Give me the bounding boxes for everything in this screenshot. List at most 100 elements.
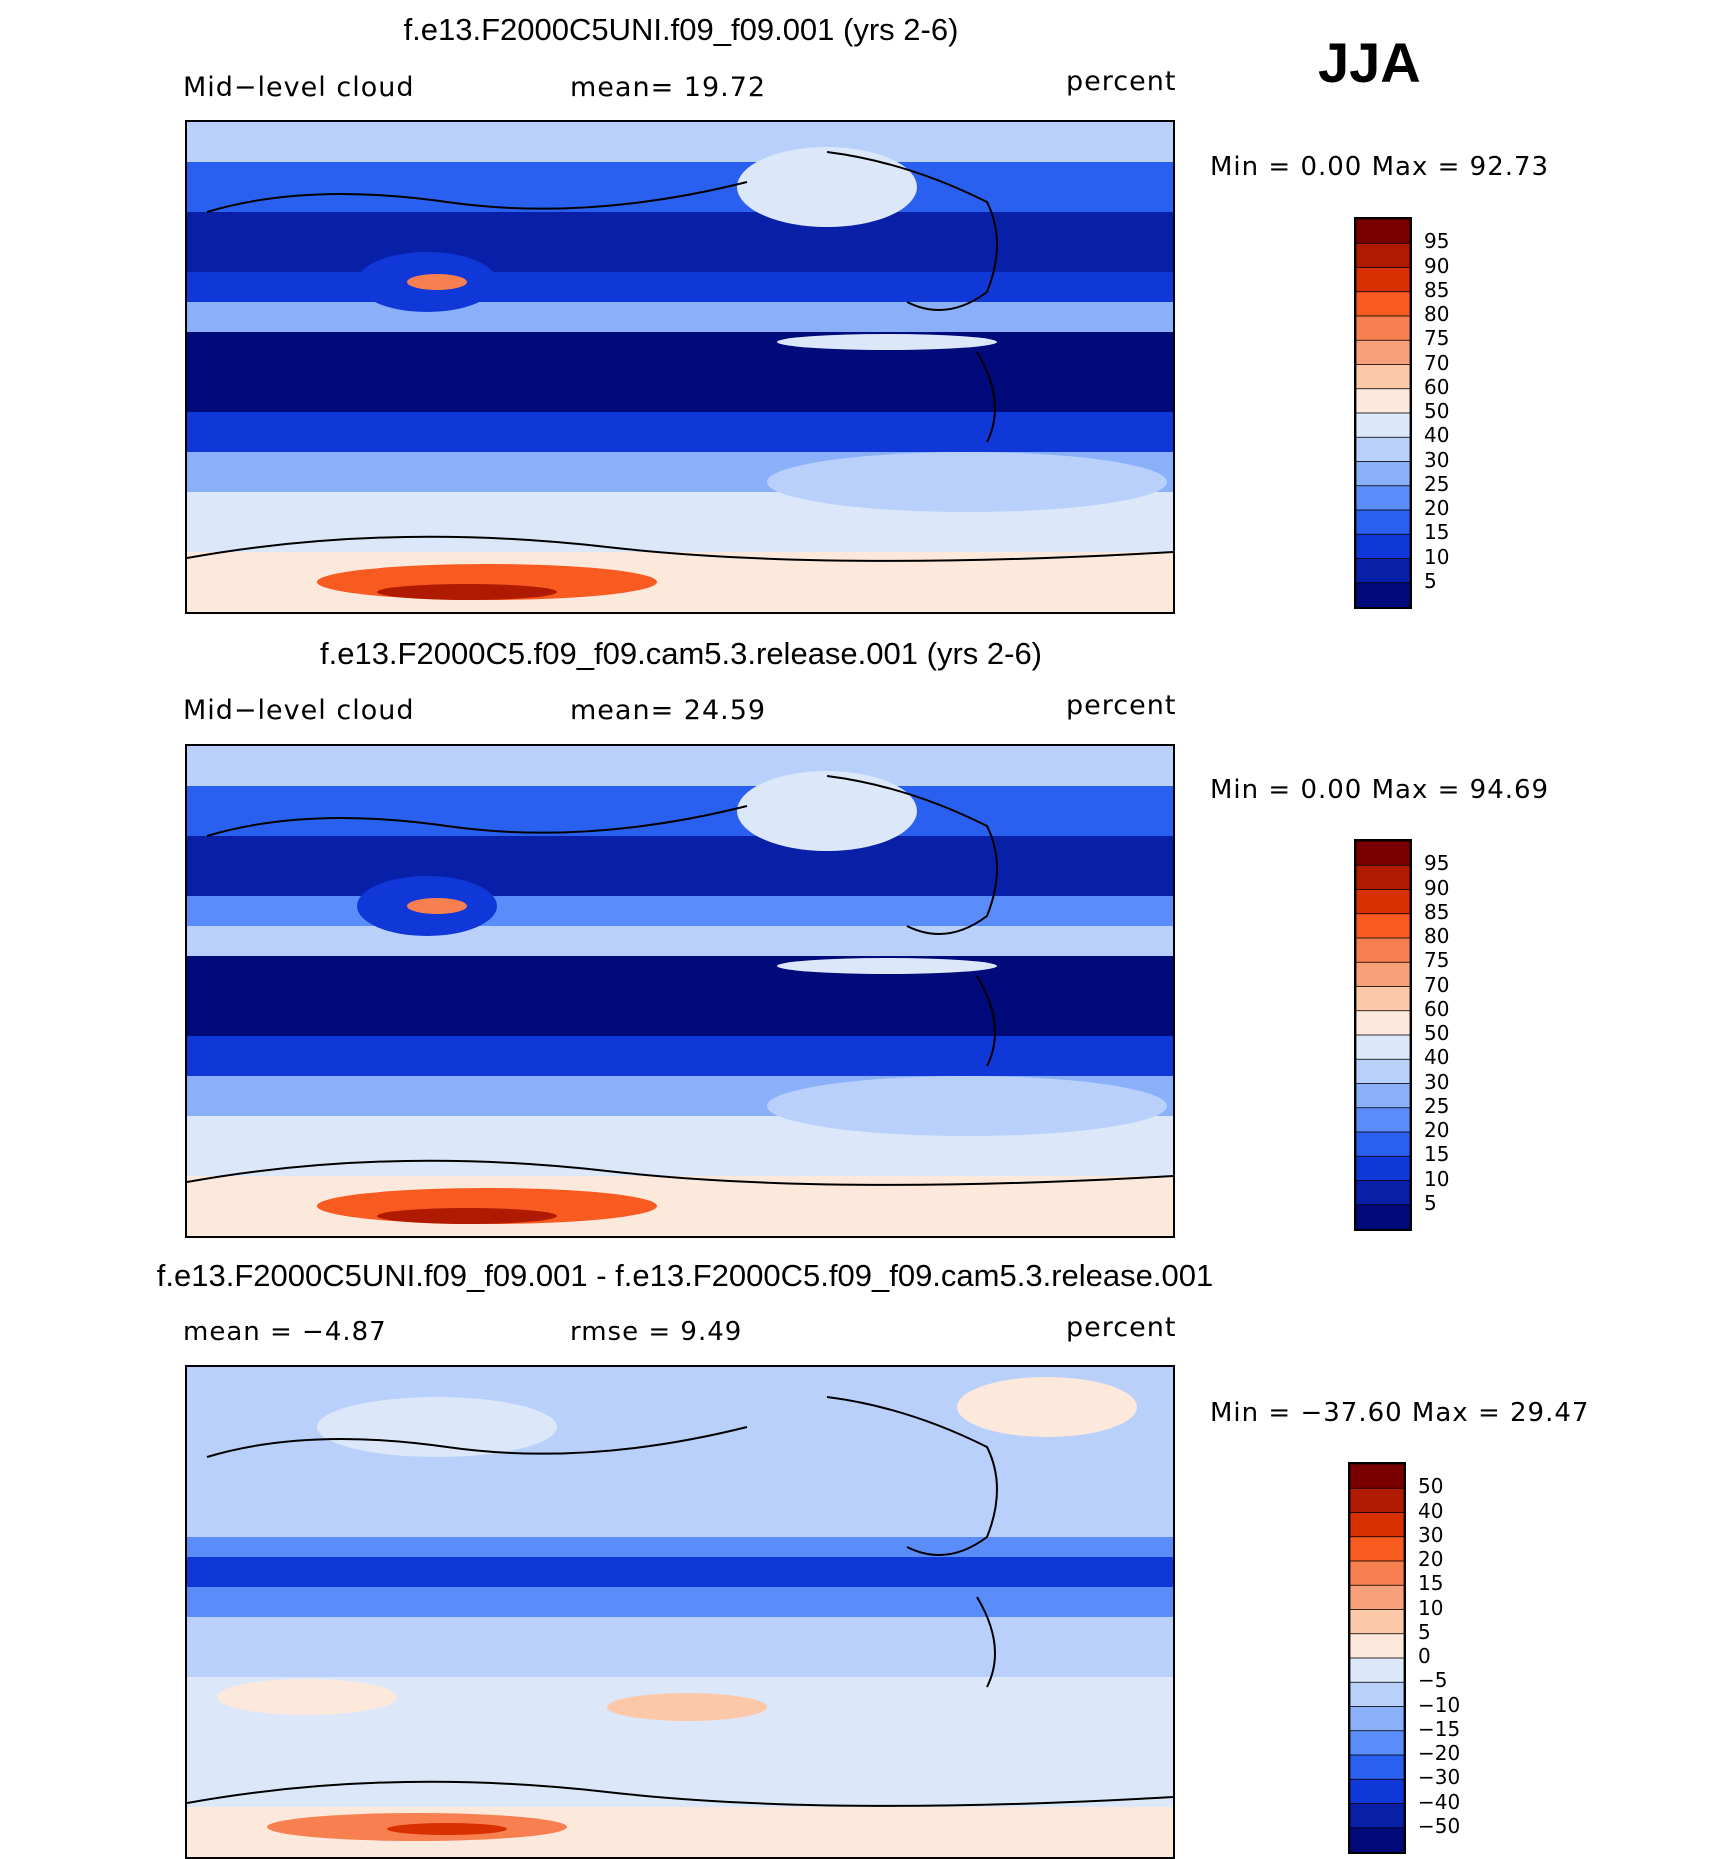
colorbar-swatch [1349,1633,1405,1659]
colorbar-tick-label: 60 [1424,374,1450,399]
colorbar-swatch [1355,864,1411,891]
colorbar-swatch [1355,242,1411,269]
colorbar-tick-label: 85 [1424,277,1450,302]
colorbar-swatch [1355,1180,1411,1206]
panel-1-map [185,120,1175,614]
colorbar-tick-label: 40 [1424,1045,1450,1070]
panel-1-units-label: percent [1066,66,1177,97]
colorbar-swatch [1349,1730,1405,1756]
colorbar-swatch [1355,1010,1411,1036]
colorbar-swatch [1355,218,1411,245]
colorbar-tick-label: −5 [1418,1668,1448,1693]
colorbar-tick-label: 70 [1424,350,1450,375]
panel-3-map [185,1365,1175,1859]
colorbar-swatch [1349,1827,1405,1853]
colorbar-swatch [1355,913,1411,939]
colorbar-tick-label: 75 [1424,948,1450,973]
colorbar-tick-label: 20 [1418,1547,1444,1571]
colorbar-tick-label: 15 [1424,520,1450,545]
colorbar-swatch [1355,436,1411,463]
panel-3-rmse-label: rmse = 9.49 [570,1317,743,1347]
colorbar-tick-label: 70 [1424,972,1450,997]
colorbar-swatch [1349,1681,1405,1708]
colorbar-swatch [1355,509,1411,536]
colorbar-swatch [1349,1803,1405,1829]
colorbar-tick-label: 80 [1424,924,1450,948]
colorbar-tick-label: 20 [1424,1118,1450,1142]
colorbar-swatch [1349,1584,1405,1611]
panel-2-min-max: Min = 0.00 Max = 94.69 [1210,775,1550,805]
colorbar-tick-label: 0 [1418,1644,1431,1668]
panel-2-title: f.e13.F2000C5.f09_f09.cam5.3.release.001… [319,636,1043,671]
colorbar-swatch [1355,986,1411,1012]
panel-1-variable-label: Mid−level cloud [183,72,415,103]
colorbar-swatch [1355,485,1411,511]
colorbar-tick-label: 30 [1424,447,1450,472]
colorbar-tick-label: 95 [1424,851,1450,876]
colorbar-swatch [1355,412,1411,439]
colorbar-swatch [1349,1657,1405,1684]
colorbar-swatch [1355,1083,1411,1109]
colorbar-tick-label: 95 [1424,229,1450,254]
colorbar-swatch [1355,461,1411,487]
panel-2-variable-label: Mid−level cloud [183,695,415,726]
colorbar-swatch [1349,1463,1405,1490]
colorbar-swatch [1355,840,1411,867]
colorbar-swatch [1355,267,1411,293]
colorbar-swatch [1355,889,1411,915]
colorbar-swatch [1355,582,1411,608]
colorbar-swatch [1355,388,1411,414]
colorbar-swatch [1349,1512,1405,1538]
colorbar-swatch [1349,1609,1405,1635]
panel-2-mean-label: mean= 24.59 [570,695,767,726]
colorbar-tick-label: 50 [1418,1474,1444,1499]
panel-1-title: f.e13.F2000C5UNI.f09_f09.001 (yrs 2-6) [403,12,959,47]
colorbar-swatch [1355,315,1411,342]
panel-3-min-max: Min = −37.60 Max = 29.47 [1210,1398,1590,1428]
colorbar-swatch [1355,1034,1411,1061]
colorbar-tick-label: 30 [1418,1522,1444,1547]
colorbar-tick-label: 50 [1424,399,1450,423]
panel-3-title: f.e13.F2000C5UNI.f09_f09.001 - f.e13.F20… [156,1258,1214,1293]
panel-2-units-label: percent [1066,690,1177,721]
colorbar-swatch [1355,558,1411,584]
colorbar-tick-label: 80 [1424,302,1450,326]
colorbar-swatch [1355,1131,1411,1158]
panel-2-map [185,744,1175,1238]
colorbar-swatch [1355,291,1411,317]
colorbar-tick-label: 10 [1424,1166,1450,1191]
season-label: JJA [1318,31,1421,94]
colorbar-swatch [1349,1754,1405,1781]
colorbar-tick-label: −40 [1418,1789,1461,1814]
colorbar-tick-label: 5 [1424,568,1437,593]
colorbar-tick-label: 40 [1418,1498,1444,1523]
colorbar-tick-label: 90 [1424,253,1450,278]
colorbar-tick-label: −15 [1418,1716,1461,1741]
colorbar-tick-label: 10 [1424,544,1450,569]
colorbar-tick-label: 20 [1424,496,1450,520]
colorbar-tick-label: 10 [1418,1595,1444,1620]
colorbar-swatch [1355,364,1411,390]
colorbar-swatch [1349,1778,1405,1805]
colorbar-swatch [1355,1107,1411,1133]
colorbar-tick-label: 5 [1424,1190,1437,1215]
panel-3-colorbar [1348,1462,1406,1854]
colorbar-tick-label: 25 [1424,471,1450,496]
colorbar-tick-label: 75 [1424,326,1450,351]
panel-3-mean-label: mean = −4.87 [183,1317,387,1347]
panel-1-mean-label: mean= 19.72 [570,72,767,103]
panel-1-min-max: Min = 0.00 Max = 92.73 [1210,152,1550,182]
colorbar-swatch [1349,1560,1405,1587]
panel-2-colorbar [1354,839,1412,1231]
colorbar-tick-label: 5 [1418,1619,1431,1644]
colorbar-swatch [1349,1706,1405,1732]
colorbar-swatch [1355,533,1411,560]
colorbar-tick-label: 40 [1424,423,1450,448]
colorbar-swatch [1349,1536,1405,1562]
colorbar-tick-label: 50 [1424,1021,1450,1045]
colorbar-tick-label: 25 [1424,1093,1450,1118]
colorbar-tick-label: −10 [1418,1692,1461,1717]
colorbar-tick-label: 90 [1424,875,1450,900]
colorbar-tick-label: 30 [1424,1069,1450,1094]
colorbar-tick-label: 15 [1418,1571,1444,1596]
